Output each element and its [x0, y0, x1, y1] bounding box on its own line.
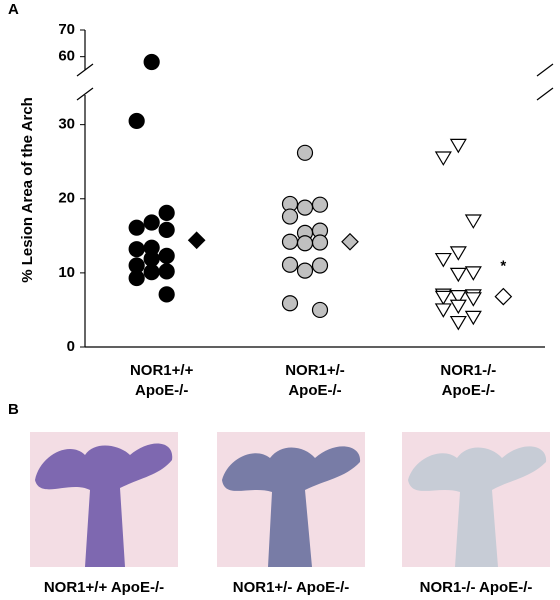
- data-point: [128, 219, 145, 236]
- photo-caption: NOR1+/+ ApoE-/-: [44, 579, 164, 596]
- data-point: [143, 214, 160, 231]
- data-point: [449, 315, 467, 331]
- axis-break: [536, 63, 554, 77]
- y-tick-label: 10: [58, 264, 75, 281]
- data-point: [158, 247, 175, 264]
- data-point: [464, 214, 482, 229]
- x-tick-label: ApoE-/-: [135, 382, 188, 399]
- data-point: [296, 199, 314, 216]
- x-tick-label: ApoE-/-: [442, 382, 495, 399]
- data-point: [434, 290, 452, 306]
- data-point: [143, 53, 160, 71]
- y-tick-label: 60: [58, 48, 75, 65]
- photo-caption: NOR1-/- ApoE-/-: [420, 579, 533, 596]
- data-point: [311, 234, 329, 251]
- x-tick-label: ApoE-/-: [288, 382, 341, 399]
- data-point: [128, 112, 145, 130]
- data-point: [449, 138, 467, 154]
- data-point: [296, 235, 314, 252]
- axes: [76, 30, 554, 348]
- data-point: [311, 196, 329, 213]
- data-point: [128, 269, 145, 287]
- x-tick-label: NOR1+/-: [285, 362, 345, 379]
- axis-break: [76, 87, 94, 101]
- data-point: [128, 241, 145, 258]
- y-tick-label: 70: [58, 21, 75, 38]
- data-point: [143, 264, 160, 281]
- data-point: [158, 221, 175, 238]
- x-tick-label: NOR1-/-: [440, 362, 496, 379]
- data-point: [158, 263, 175, 280]
- significance-label: *: [500, 258, 506, 275]
- photo-caption: NOR1+/- ApoE-/-: [233, 579, 350, 596]
- data-point: [281, 208, 299, 225]
- axis-break: [536, 87, 554, 101]
- data-point: [434, 151, 452, 166]
- data-point: [464, 310, 482, 326]
- data-point: [158, 204, 175, 221]
- data-point: [311, 301, 329, 319]
- data-point: [281, 256, 299, 273]
- data-point: [464, 292, 482, 307]
- x-tick-label: NOR1+/+: [130, 362, 194, 379]
- data-point: [296, 144, 314, 161]
- photo: [402, 432, 550, 567]
- y-tick-label: 0: [67, 338, 75, 355]
- y-tick-label: 30: [58, 116, 75, 133]
- data-point: [434, 303, 452, 318]
- y-tick-label: 20: [58, 190, 75, 207]
- data-point: [449, 290, 467, 305]
- data-point: [158, 286, 175, 303]
- data-point: [449, 246, 467, 261]
- data-point: [449, 299, 467, 315]
- data-point: [311, 257, 329, 274]
- photo: [217, 432, 365, 567]
- panel-label: A: [8, 1, 19, 18]
- axis-break: [76, 63, 94, 77]
- mean-marker: [187, 231, 206, 250]
- data-point: [464, 266, 482, 281]
- data-point: [281, 295, 299, 312]
- data-point: [434, 252, 452, 268]
- panel-label: B: [8, 401, 19, 418]
- mean-marker: [494, 287, 513, 306]
- data-point: [281, 233, 299, 250]
- y-axis-label: % Lesion Area of the Arch: [19, 97, 36, 283]
- photo: [30, 432, 178, 567]
- mean-marker: [341, 232, 359, 251]
- data-point: [449, 267, 467, 283]
- data-point: [296, 262, 314, 279]
